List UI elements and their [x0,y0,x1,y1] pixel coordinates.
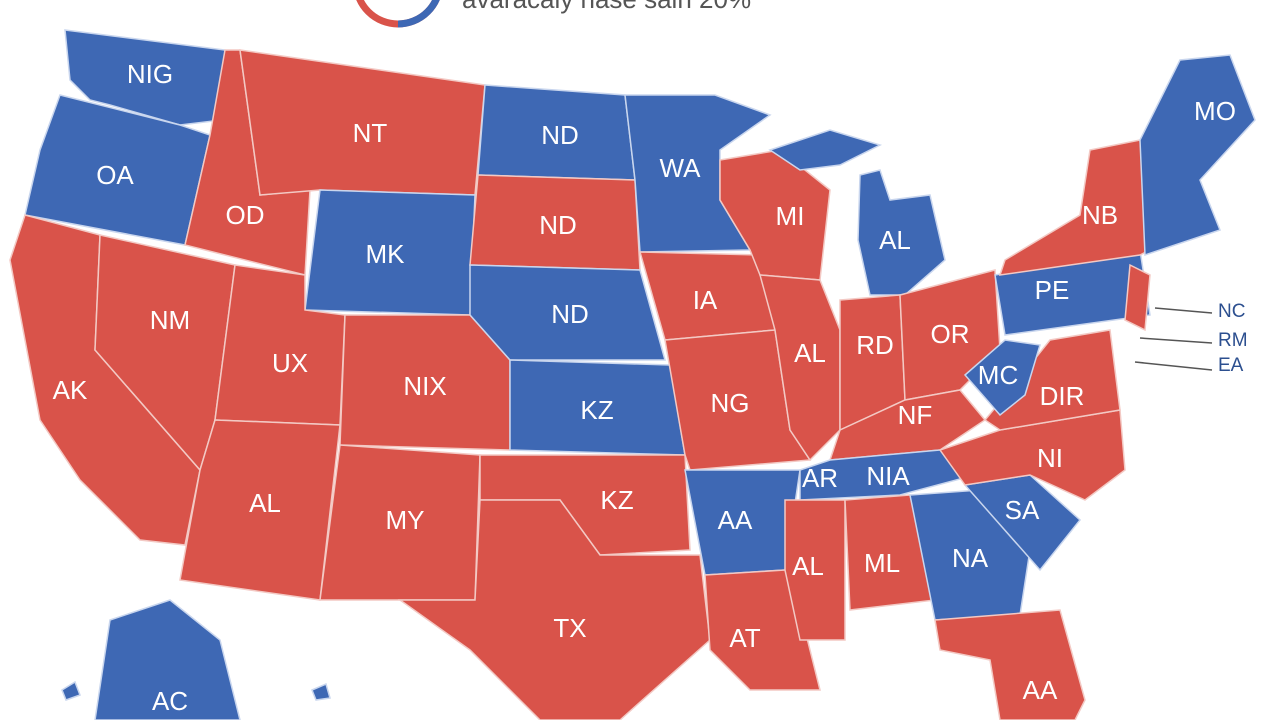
header-title: avaracaly hase salh 20% [462,0,751,14]
state-label: NG [711,388,750,418]
state [934,609,1086,720]
state-label: AC [152,686,188,716]
state-label: NA [952,543,989,573]
state-labels: NIG OA AK NM OD NT MK UX NIX AL MY ND ND… [53,59,1236,716]
state [94,599,241,720]
state-label: ND [541,120,579,150]
state-label: IA [693,285,718,315]
state-label: OA [96,160,134,190]
state [998,139,1151,276]
logo-arc [397,0,440,28]
state-label: NT [353,118,388,148]
state [963,339,1041,417]
state [469,264,666,361]
state-label: ND [539,210,577,240]
side-label: RM [1218,330,1248,351]
state-label: NB [1082,200,1118,230]
island [61,680,81,701]
state-label: AR [802,463,838,493]
state-label: ND [551,299,589,329]
state [758,274,841,462]
state [768,129,883,171]
state-label: DIR [1040,381,1085,411]
state-label: MY [386,505,425,535]
state [179,419,341,601]
state-label: NF [898,400,933,430]
state-label: NIX [403,371,446,401]
state-label: RD [856,330,894,360]
state-label: AL [794,338,826,368]
state-label: UX [272,348,308,378]
island [311,682,331,701]
state-label: ML [864,548,900,578]
leader-line [1134,361,1213,371]
state-label: NIG [127,59,173,89]
state-label: SA [1005,495,1040,525]
state-label: NI [1037,443,1063,473]
state-label: AL [792,551,824,581]
state-label: MO [1194,96,1236,126]
state-label: AK [53,375,88,405]
side-label: EA [1218,355,1244,376]
state-label: AL [249,488,281,518]
state-label: KZ [580,395,613,425]
state-label: OD [226,200,265,230]
side-labels: NC RM EA [1218,301,1248,376]
state-label: AL [879,225,911,255]
state [857,169,946,296]
state [1124,263,1151,332]
state-label: OR [931,319,970,349]
state-label: TX [553,613,586,643]
state-label: MK [366,239,406,269]
states [9,29,1256,720]
leader-line [1154,307,1213,314]
state-label: NM [150,305,190,335]
state-label: PE [1035,275,1070,305]
state-label: AA [718,505,753,535]
state-label: NIA [866,461,910,491]
leader-lines [1134,307,1213,371]
state-label: AA [1023,675,1058,705]
side-label: NC [1218,301,1245,322]
state [1139,54,1256,257]
state-label: MI [776,201,805,231]
state-label: WA [660,153,702,183]
state [784,499,846,641]
state-label: AT [729,623,760,653]
state-label: MC [978,360,1018,390]
leader-line [1139,337,1213,344]
state [397,499,711,720]
state-label: KZ [600,485,633,515]
